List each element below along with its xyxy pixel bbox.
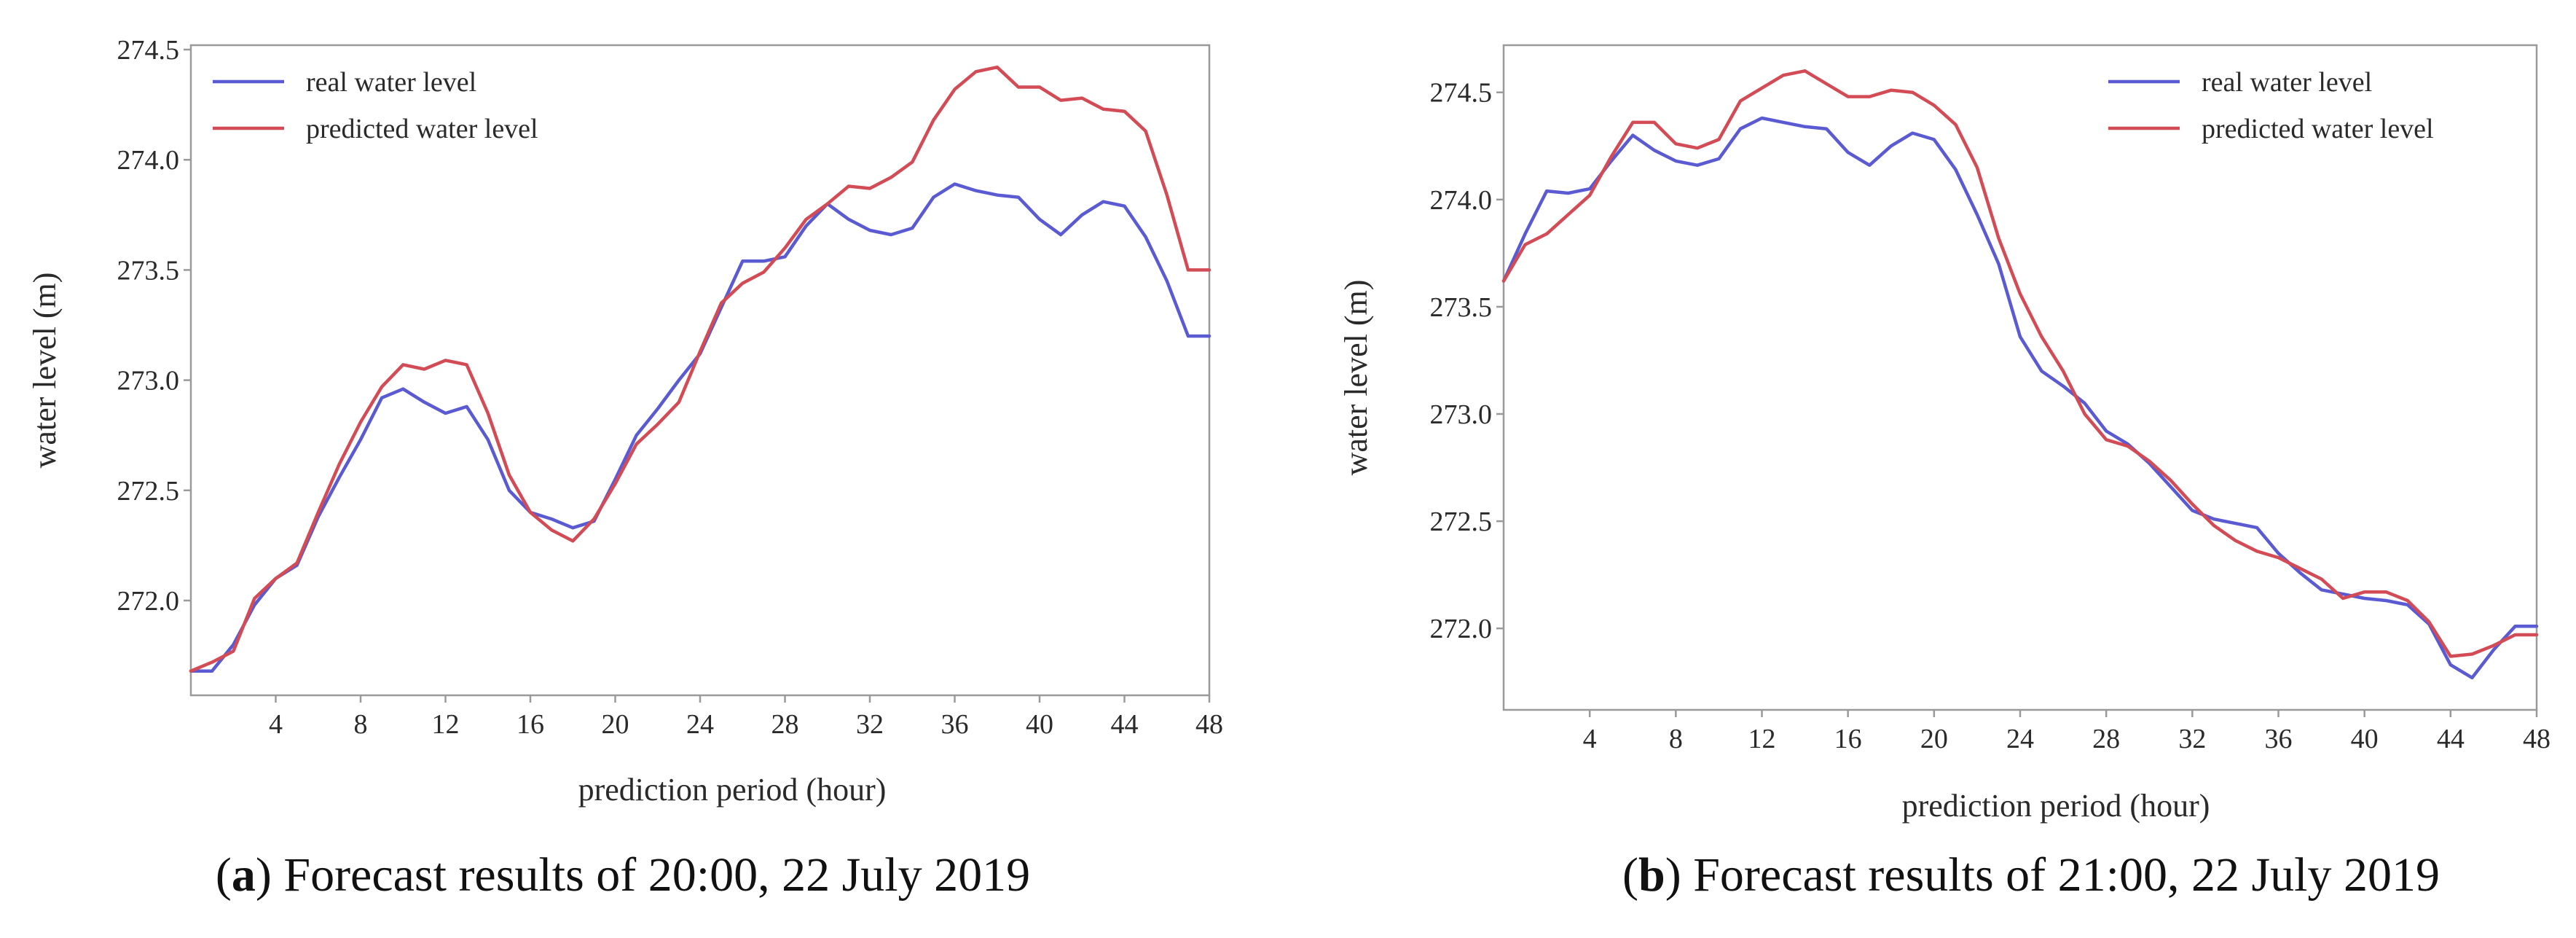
y-tick-label: 273.0	[1430, 399, 1493, 430]
legend-label-real: real water level	[306, 67, 476, 98]
y-axis-title: water level (m)	[27, 273, 63, 469]
y-tick-label: 272.0	[1430, 614, 1493, 644]
y-tick-label: 273.5	[117, 255, 180, 286]
y-tick-label: 274.0	[1430, 185, 1493, 216]
y-tick-label: 274.5	[117, 35, 180, 66]
x-tick-label: 8	[1669, 724, 1683, 754]
y-tick-label: 274.0	[117, 145, 180, 176]
x-tick-label: 40	[1026, 709, 1053, 740]
panel-letter: b	[1638, 848, 1665, 902]
x-axis-title: prediction period (hour)	[578, 772, 887, 808]
x-tick-label: 28	[2092, 724, 2120, 754]
y-tick-label: 272.5	[117, 476, 180, 507]
legend: real water level predicted water level	[2108, 67, 2434, 144]
x-tick-label: 44	[2437, 724, 2465, 754]
legend: real water level predicted water level	[213, 67, 538, 144]
y-tick-label: 272.5	[1430, 507, 1493, 537]
panel-caption: (b) Forecast results of 21:00, 22 July 2…	[1622, 848, 2440, 902]
x-tick-label: 36	[2265, 724, 2293, 754]
x-tick-label: 32	[2178, 724, 2206, 754]
y-tick-label: 273.5	[1430, 292, 1493, 323]
x-tick-label: 40	[2351, 724, 2379, 754]
x-tick-label: 8	[354, 709, 368, 740]
series-line-predicted	[189, 65, 1212, 673]
x-tick-label: 32	[856, 709, 884, 740]
panel-caption: (a) Forecast results of 20:00, 22 July 2…	[216, 848, 1030, 902]
x-tick-label: 28	[771, 709, 799, 740]
y-axis-title: water level (m)	[1338, 280, 1374, 476]
plot-area-frame	[1502, 44, 2538, 711]
panel-letter: a	[232, 848, 256, 902]
y-tick-label: 274.5	[1430, 78, 1493, 109]
y-tick-label: 273.0	[117, 366, 180, 396]
x-tick-label: 12	[1748, 724, 1776, 754]
x-tick-label: 20	[1920, 724, 1948, 754]
x-tick-label: 4	[1583, 724, 1597, 754]
x-axis-title: prediction period (hour)	[1902, 788, 2210, 824]
x-tick-label: 48	[2523, 724, 2551, 754]
legend-label-real: real water level	[2202, 67, 2372, 98]
panel-caption-text: Forecast results of 21:00, 22 July 2019	[1681, 848, 2440, 902]
x-tick-label: 12	[432, 709, 460, 740]
x-tick-label: 44	[1111, 709, 1139, 740]
series-line-real	[189, 182, 1212, 673]
x-tick-label: 20	[602, 709, 629, 740]
panel-caption-text: Forecast results of 20:00, 22 July 2019	[272, 848, 1030, 902]
y-tick-label: 272.0	[117, 586, 180, 617]
x-tick-label: 24	[686, 709, 714, 740]
x-tick-label: 48	[1195, 709, 1223, 740]
series-line-predicted	[1501, 69, 2539, 658]
x-tick-label: 16	[517, 709, 544, 740]
x-tick-label: 16	[1834, 724, 1862, 754]
x-tick-label: 4	[269, 709, 283, 740]
legend-label-predicted: predicted water level	[306, 114, 538, 144]
series-line-real	[1501, 116, 2539, 680]
x-tick-label: 24	[2006, 724, 2034, 754]
x-tick-label: 36	[941, 709, 969, 740]
legend-label-predicted: predicted water level	[2202, 114, 2434, 144]
